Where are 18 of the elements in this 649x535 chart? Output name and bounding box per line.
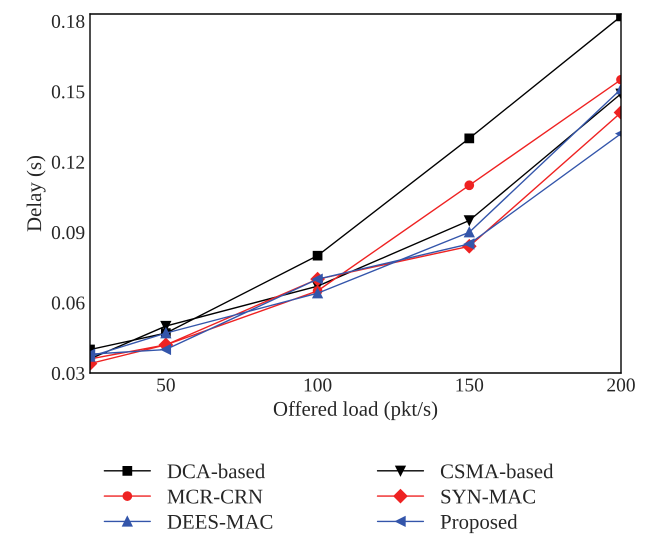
legend-label: DCA-based	[168, 464, 266, 478]
y-tick-label: 0.09	[52, 226, 84, 240]
legend-label: Proposed	[440, 514, 518, 534]
legend-label: DEES-MAC	[168, 514, 272, 529]
x-tick-label: 100	[304, 378, 332, 392]
y-tick-label: 0.06	[52, 296, 85, 310]
x-tick-label: 50	[157, 378, 175, 392]
y-tick-label: 0.03	[52, 366, 84, 380]
x-tick-label: 150	[456, 378, 484, 392]
y-tick-label: 0.12	[52, 156, 84, 169]
x-axis-title: Offered load (pkt/s)	[274, 401, 438, 420]
y-axis-title: Delay (s)	[26, 156, 46, 232]
legend-label: CSMA-based	[440, 464, 554, 478]
y-tick-label: 0.15	[52, 85, 84, 98]
legend-label: MCR-CRN	[168, 490, 263, 504]
y-tick-label: 0.18	[52, 14, 84, 28]
x-tick-label: 200	[607, 378, 635, 392]
legend-label: SYN-MAC	[441, 490, 535, 504]
